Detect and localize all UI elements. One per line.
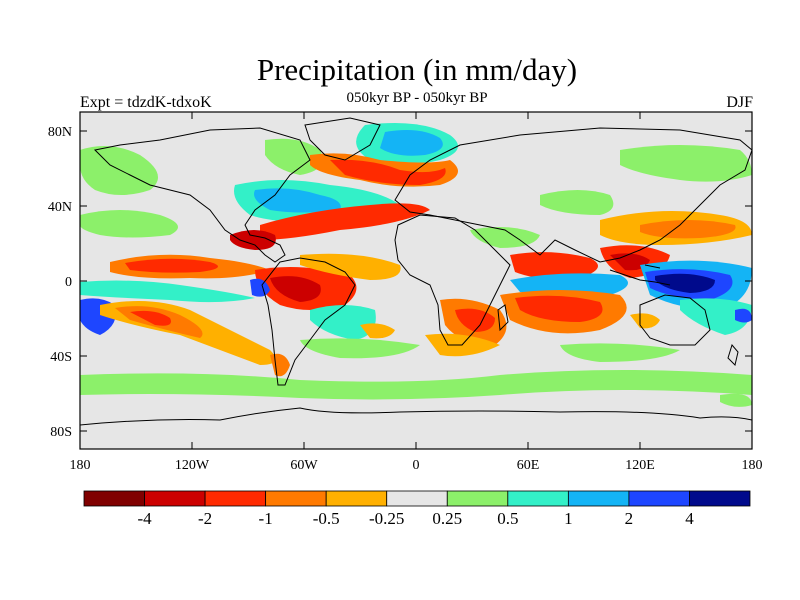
x-tick-label: 180 bbox=[70, 458, 91, 473]
coast-australia bbox=[639, 294, 711, 346]
anomaly-patch bbox=[300, 253, 401, 280]
anomaly-patch bbox=[630, 313, 660, 329]
coast-eurasia bbox=[394, 127, 752, 263]
colorbar-label: -2 bbox=[198, 509, 212, 528]
anomaly-patch bbox=[310, 305, 376, 340]
anomaly-patch bbox=[230, 230, 276, 250]
coast-africa bbox=[394, 214, 511, 346]
colorbar-labels: -4 -2 -1 -0.5 -0.25 0.25 0.5 1 2 4 bbox=[137, 509, 694, 528]
x-axis-labels: 180 120W 60W 0 60E 120E 180 bbox=[70, 458, 763, 473]
colorbar-label: -1 bbox=[259, 509, 273, 528]
experiment-label: Expt = tdzdK-tdxoK bbox=[80, 94, 212, 111]
colorbar-swatch bbox=[325, 490, 388, 507]
colorbar-swatch bbox=[83, 490, 145, 507]
anomaly-patch bbox=[260, 203, 430, 240]
anomaly-patch bbox=[380, 130, 443, 156]
anomaly-patch bbox=[655, 273, 715, 293]
anomaly-patch bbox=[130, 310, 171, 326]
colorbar-swatch bbox=[204, 490, 267, 507]
x-tick-label: 120E bbox=[625, 458, 655, 473]
anomaly-patch bbox=[720, 393, 752, 407]
coast-north-america bbox=[93, 127, 311, 263]
colorbar-swatch bbox=[446, 490, 509, 507]
anomaly-patch bbox=[250, 278, 270, 297]
map-subtitle: 050kyr BP - 050kyr BP bbox=[346, 90, 488, 106]
colorbar-label: -0.5 bbox=[313, 509, 340, 528]
coast-new-zealand bbox=[727, 343, 739, 366]
colorbar-swatch bbox=[507, 490, 569, 507]
coast-indonesia bbox=[609, 264, 671, 286]
colorbar bbox=[83, 490, 751, 507]
anomaly-patch bbox=[265, 138, 323, 175]
y-tick-label: 40N bbox=[48, 200, 72, 215]
colorbar-swatch bbox=[386, 490, 448, 507]
x-tick-label: 60E bbox=[517, 458, 540, 473]
anomaly-patch bbox=[300, 338, 420, 359]
anomaly-patch bbox=[735, 308, 752, 323]
coast-antarctica bbox=[80, 407, 752, 426]
anomaly-patch bbox=[540, 190, 614, 215]
coast-greenland bbox=[304, 117, 381, 161]
y-tick-label: 0 bbox=[65, 275, 72, 290]
y-tick-label: 80S bbox=[50, 425, 72, 440]
colorbar-label: -0.25 bbox=[369, 509, 404, 528]
y-tick-label: 40S bbox=[50, 350, 72, 365]
y-axis-labels: 80N 40N 0 40S 80S bbox=[48, 125, 72, 440]
anomaly-patch bbox=[510, 252, 598, 280]
colorbar-swatch bbox=[265, 490, 327, 507]
anomaly-patch bbox=[515, 295, 603, 322]
anomaly-patch bbox=[330, 159, 446, 185]
colorbar-label: -4 bbox=[137, 509, 152, 528]
x-tick-label: 120W bbox=[175, 458, 210, 473]
season-label: DJF bbox=[726, 94, 753, 111]
anomaly-patch bbox=[640, 220, 736, 239]
anomaly-patch bbox=[80, 370, 752, 400]
anomaly-patch bbox=[125, 258, 218, 273]
colorbar-label: 0.25 bbox=[432, 509, 462, 528]
anomaly-patch bbox=[620, 145, 752, 182]
coast-south-america bbox=[261, 257, 356, 386]
colorbar-swatch bbox=[144, 490, 206, 507]
anomaly-patch bbox=[80, 210, 178, 238]
anomaly-patch bbox=[80, 280, 255, 303]
coast-madagascar bbox=[497, 304, 509, 332]
axis-ticks bbox=[80, 112, 752, 449]
colorbar-label: 4 bbox=[685, 509, 694, 528]
colorbar-swatch bbox=[628, 490, 690, 507]
y-tick-label: 80N bbox=[48, 125, 72, 140]
anomaly-patch bbox=[80, 146, 158, 195]
colorbar-label: 2 bbox=[625, 509, 634, 528]
x-tick-label: 180 bbox=[742, 458, 763, 473]
colorbar-label: 0.5 bbox=[497, 509, 518, 528]
anomaly-patch bbox=[360, 323, 395, 339]
x-tick-label: 60W bbox=[290, 458, 318, 473]
colorbar-swatch bbox=[567, 490, 630, 507]
coastlines bbox=[80, 117, 752, 426]
map-title: Precipitation (in mm/day) bbox=[256, 52, 578, 87]
anomaly-patch bbox=[270, 276, 321, 302]
colorbar-label: 1 bbox=[564, 509, 573, 528]
anomaly-patch bbox=[680, 298, 752, 335]
anomaly-patch bbox=[510, 273, 628, 296]
precip-anomaly-layer bbox=[80, 122, 752, 407]
x-tick-label: 0 bbox=[413, 458, 420, 473]
colorbar-swatch bbox=[689, 490, 751, 507]
anomaly-patch bbox=[560, 343, 680, 362]
